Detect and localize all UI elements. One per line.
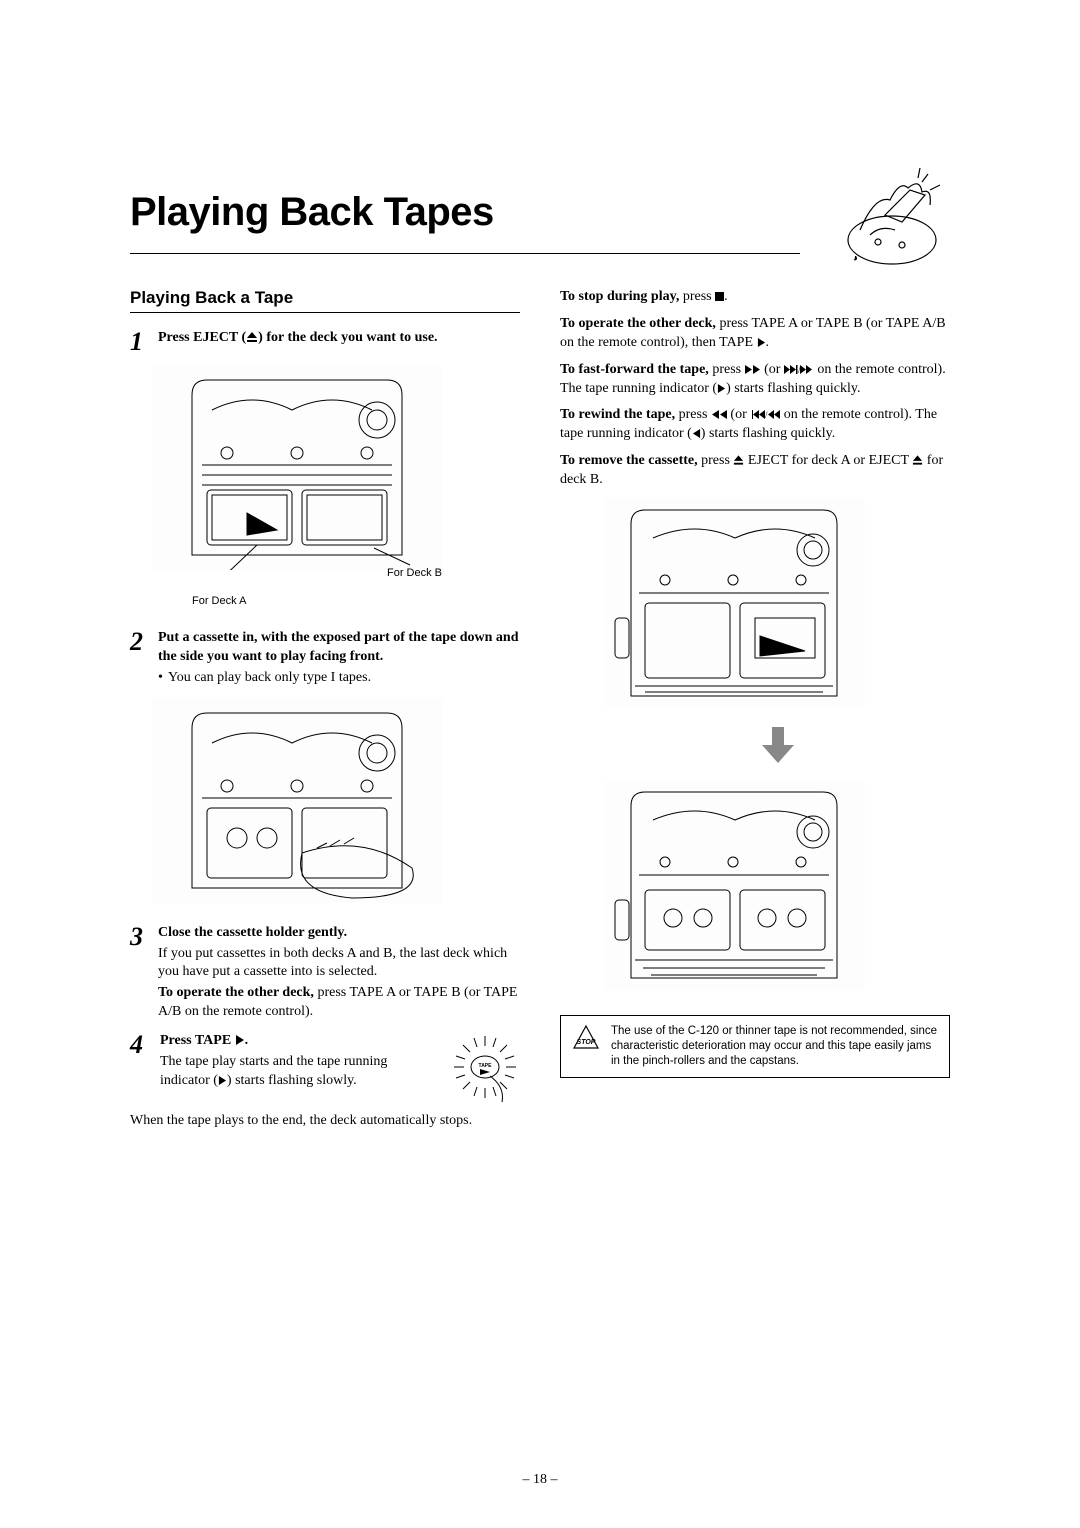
para-ff: To fast-forward the tape, press (or / on… xyxy=(560,361,950,399)
header: Playing Back Tapes ♪ xyxy=(130,160,950,270)
caption-deck-a: For Deck A xyxy=(192,595,246,607)
arrow-down-icon xyxy=(758,725,798,765)
play-reverse-icon xyxy=(692,429,701,438)
warning-stop-icon: STOP xyxy=(571,1024,601,1054)
skip-back-icon: / xyxy=(750,410,780,419)
figure-step1: For Deck B For Deck A xyxy=(152,365,520,613)
caption-deck-b: For Deck B xyxy=(387,567,442,579)
fast-forward-icon xyxy=(745,365,761,374)
deck-illustration-open xyxy=(605,498,865,708)
right-figures xyxy=(605,498,950,995)
tape-button-illustration: TAPE xyxy=(450,1032,520,1102)
step-2: 2 Put a cassette in, with the exposed pa… xyxy=(130,629,520,688)
manual-page: Playing Back Tapes ♪ Playing Back a Tape… xyxy=(0,0,1080,1199)
mascot-illustration: ♪ xyxy=(830,160,950,270)
warning-box: STOP The use of the C-120 or thinner tap… xyxy=(560,1015,950,1078)
figure-captions: For Deck B For Deck A xyxy=(152,575,442,613)
play-icon xyxy=(218,1076,227,1085)
left-column: Playing Back a Tape 1 Press EJECT () for… xyxy=(130,288,520,1139)
step-number: 2 xyxy=(130,629,150,688)
play-icon xyxy=(235,1035,245,1045)
deck-illustration-1 xyxy=(152,365,442,570)
right-column: To stop during play, press . To operate … xyxy=(560,288,950,1139)
svg-text:/: / xyxy=(765,410,768,419)
play-icon xyxy=(717,384,726,393)
down-arrow xyxy=(605,725,950,770)
step-2-head: Put a cassette in, with the exposed part… xyxy=(158,629,520,667)
para-other-deck: To operate the other deck, press TAPE A … xyxy=(560,315,950,353)
page-title: Playing Back Tapes xyxy=(130,160,800,254)
play-icon xyxy=(757,338,766,347)
para-remove: To remove the cassette, press EJECT for … xyxy=(560,452,950,490)
deck-illustration-closed xyxy=(605,780,865,990)
svg-text:STOP: STOP xyxy=(577,1039,596,1046)
step-3-body2: To operate the other deck, press TAPE A … xyxy=(158,984,520,1022)
skip-forward-icon: / xyxy=(784,365,814,374)
page-number: – 18 – xyxy=(0,1472,1080,1488)
step-4-body: The tape play starts and the tape runnin… xyxy=(160,1053,440,1091)
eject-icon xyxy=(246,332,258,342)
stop-icon xyxy=(715,292,724,301)
step-3-head: Close the cassette holder gently. xyxy=(158,924,520,943)
figure-step2 xyxy=(152,698,520,908)
deck-illustration-2 xyxy=(152,698,442,903)
step-4-after: When the tape plays to the end, the deck… xyxy=(130,1112,520,1131)
para-stop: To stop during play, press . xyxy=(560,288,950,307)
step-number: 3 xyxy=(130,924,150,1022)
step-2-bullet: You can play back only type I tapes. xyxy=(158,669,520,688)
step-1: 1 Press EJECT () for the deck you want t… xyxy=(130,329,520,355)
step-4: 4 Press TAPE . The tape play starts and … xyxy=(130,1032,520,1102)
step-4-head: Press TAPE . xyxy=(160,1032,440,1051)
eject-icon xyxy=(733,455,744,465)
step-3-body1: If you put cassettes in both decks A and… xyxy=(158,945,520,983)
svg-text:TAPE: TAPE xyxy=(479,1063,493,1069)
step-1-head: Press EJECT () for the deck you want to … xyxy=(158,330,438,345)
svg-text:♪: ♪ xyxy=(854,256,857,262)
step-number: 1 xyxy=(130,329,150,355)
para-rw: To rewind the tape, press (or / on the r… xyxy=(560,406,950,444)
rewind-icon xyxy=(711,410,727,419)
content-columns: Playing Back a Tape 1 Press EJECT () for… xyxy=(130,288,950,1139)
step-number: 4 xyxy=(130,1032,150,1058)
warning-text: The use of the C-120 or thinner tape is … xyxy=(611,1024,939,1069)
eject-icon xyxy=(912,455,923,465)
step-3: 3 Close the cassette holder gently. If y… xyxy=(130,924,520,1022)
section-heading: Playing Back a Tape xyxy=(130,288,520,313)
